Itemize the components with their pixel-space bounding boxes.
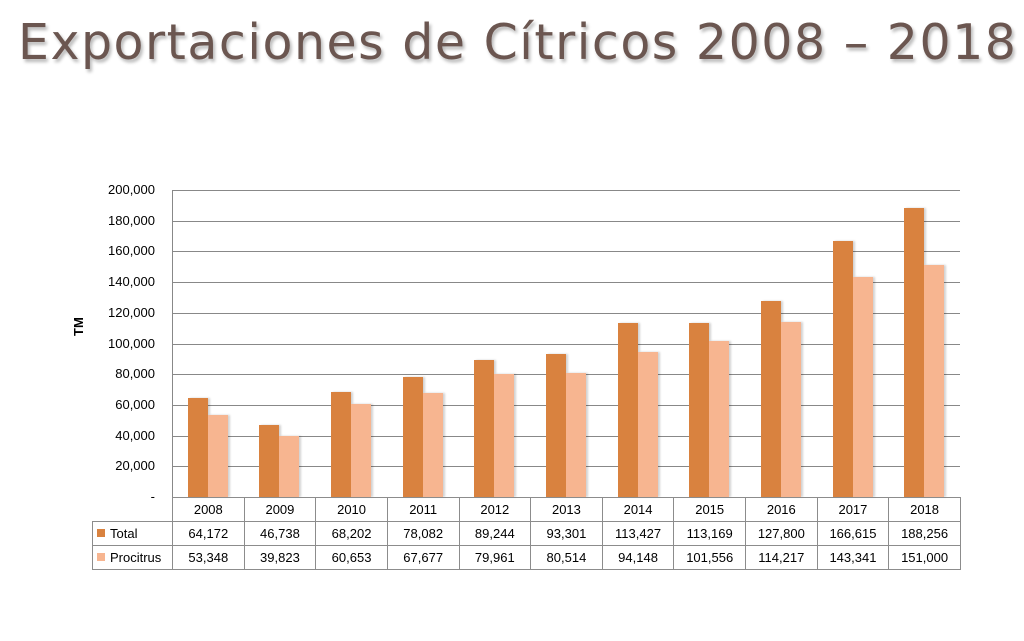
table-cell: 113,427 (601, 521, 675, 546)
series-label: Total (110, 526, 138, 541)
table-row-total: Total 64,172 46,738 68,202 78,082 89,244 93,3… (92, 521, 961, 546)
table-corner (92, 497, 173, 522)
page-title: Exportaciones de Cítricos 2008 – 2018 (18, 14, 1018, 71)
y-tick-label: 20,000 (115, 458, 155, 474)
table-cell: 60,653 (315, 545, 388, 570)
table-cell: 39,823 (243, 545, 317, 570)
table-cell: 94,148 (601, 545, 675, 570)
y-tick-label: 80,000 (115, 366, 155, 382)
bar-total-2017 (833, 241, 853, 497)
table-cell: 64,172 (172, 521, 245, 546)
table-header-cell: 2017 (816, 497, 890, 522)
table-header-row: 2008 2009 2010 2011 2012 2013 2014 2015 2016 2017… (92, 497, 961, 522)
table-cell: 78,082 (386, 521, 460, 546)
gridline (172, 251, 960, 252)
table-cell: 89,244 (458, 521, 532, 546)
gridline (172, 282, 960, 283)
table-header-cell: 2011 (386, 497, 460, 522)
data-table: 2008 2009 2010 2011 2012 2013 2014 2015 2016 2017… (92, 497, 961, 570)
table-cell: 166,615 (816, 521, 890, 546)
table-cell: 68,202 (315, 521, 388, 546)
bar-total-2010 (331, 392, 351, 497)
table-header-cell: 2015 (673, 497, 746, 522)
bar-total-2016 (761, 301, 781, 497)
table-header-cell: 2013 (530, 497, 603, 522)
y-tick-label: 200,000 (108, 182, 155, 197)
bar-procitrus-2013 (566, 373, 586, 497)
table-header-cell: 2018 (888, 497, 961, 522)
table-cell: 67,677 (386, 545, 460, 570)
table-header-cell: 2012 (458, 497, 532, 522)
table-cell: 151,000 (888, 545, 961, 570)
bar-procitrus-2009 (279, 436, 299, 497)
y-tick-label: 160,000 (108, 243, 155, 259)
gridline (172, 190, 960, 191)
bar-total-2018 (904, 208, 924, 497)
bar-total-2009 (259, 425, 279, 497)
bar-total-2015 (689, 323, 709, 497)
bar-procitrus-2017 (853, 277, 873, 497)
bar-procitrus-2015 (709, 341, 729, 497)
table-row-procitrus: Procitrus 53,348 39,823 60,653 67,677 79,961… (92, 545, 961, 570)
table-cell: 79,961 (458, 545, 532, 570)
table-cell: 188,256 (888, 521, 961, 546)
table-cell: 127,800 (745, 521, 818, 546)
bar-procitrus-2018 (924, 265, 944, 497)
bar-total-2008 (188, 398, 208, 497)
series-label: Procitrus (110, 550, 162, 565)
y-axis-label: TM (71, 317, 86, 336)
y-tick-label: 140,000 (108, 274, 155, 290)
bar-procitrus-2016 (781, 322, 801, 497)
gridline (172, 344, 960, 345)
bar-procitrus-2008 (208, 415, 228, 497)
bar-procitrus-2010 (351, 404, 371, 497)
gridline (172, 313, 960, 314)
bar-total-2012 (474, 360, 494, 497)
y-tick-label: 60,000 (115, 396, 155, 412)
bar-total-2011 (403, 377, 423, 497)
table-cell: 143,341 (816, 545, 890, 570)
y-tick-label: - (150, 489, 155, 504)
bar-total-2014 (618, 323, 638, 497)
table-cell: 113,169 (673, 521, 746, 546)
bar-total-2013 (546, 354, 566, 497)
y-tick-label: 40,000 (115, 427, 155, 443)
bar-procitrus-2014 (638, 352, 658, 497)
table-cell: 101,556 (673, 545, 746, 570)
legend-swatch-total-icon (97, 529, 105, 537)
table-header-cell: 2016 (745, 497, 818, 522)
legend-swatch-procitrus-icon (97, 553, 105, 561)
table-cell: 46,738 (243, 521, 317, 546)
y-axis-line (172, 190, 173, 497)
y-tick-label: 120,000 (108, 304, 155, 320)
bar-procitrus-2011 (423, 393, 443, 497)
bar-procitrus-2012 (494, 374, 514, 497)
legend-procitrus: Procitrus (92, 545, 173, 570)
table-header-cell: 2014 (601, 497, 675, 522)
table-header-cell: 2010 (315, 497, 388, 522)
table-header-cell: 2008 (172, 497, 245, 522)
table-cell: 93,301 (530, 521, 603, 546)
table-cell: 80,514 (530, 545, 603, 570)
table-header-cell: 2009 (243, 497, 317, 522)
y-tick-label: 100,000 (108, 335, 155, 351)
legend-total: Total (92, 521, 173, 546)
table-cell: 114,217 (745, 545, 818, 570)
gridline (172, 221, 960, 222)
y-tick-label: 180,000 (108, 212, 155, 228)
table-cell: 53,348 (172, 545, 245, 570)
